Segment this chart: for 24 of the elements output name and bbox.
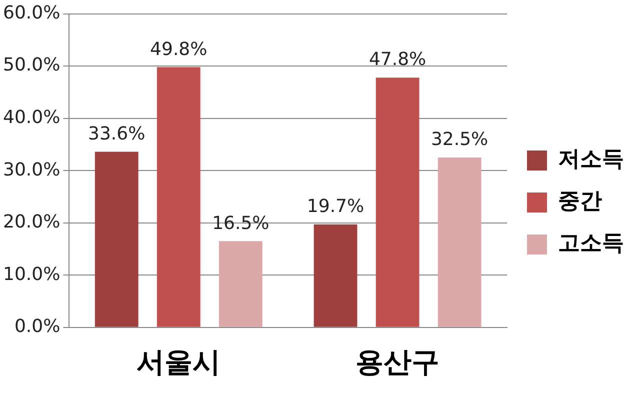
data-label: 49.8% [150, 38, 208, 60]
legend-label: 고소득 [558, 231, 624, 256]
x-tick-label: 용산구 [356, 345, 440, 378]
bar [376, 78, 420, 327]
legend-label: 중간 [558, 189, 602, 214]
x-tick-label: 서울시 [136, 345, 221, 378]
data-label: 47.8% [368, 49, 426, 70]
y-tick-label: 0.0% [14, 316, 60, 338]
data-label: 19.7% [306, 196, 364, 218]
legend-label: 저소득 [558, 147, 624, 172]
y-tick-label: 10.0% [2, 264, 60, 285]
data-label: 33.6% [88, 123, 146, 144]
y-tick-label: 50.0% [2, 54, 60, 76]
bar [94, 152, 138, 327]
bar [438, 158, 482, 327]
data-label: 16.5% [212, 212, 270, 234]
y-tick-label: 20.0% [2, 212, 60, 233]
bar [218, 241, 262, 327]
data-label: 32.5% [430, 129, 488, 150]
y-tick-label: 60.0% [2, 2, 60, 24]
bar [314, 224, 358, 327]
y-tick-label: 30.0% [2, 159, 60, 180]
bar [156, 67, 200, 327]
y-tick-label: 40.0% [2, 107, 60, 128]
